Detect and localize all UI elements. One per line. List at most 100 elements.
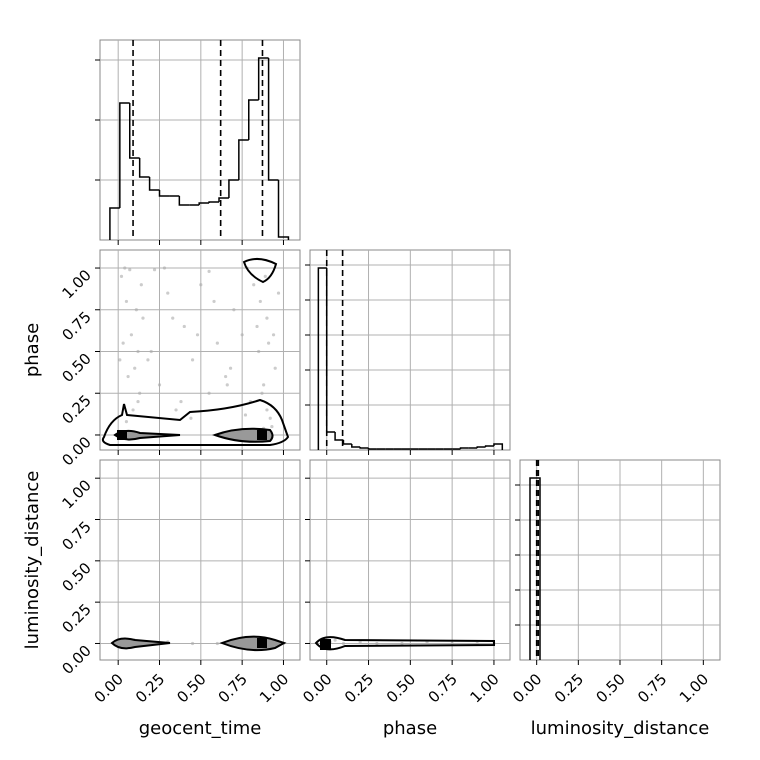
scatter-point xyxy=(375,641,379,646)
scatter-point xyxy=(270,425,274,429)
y-tick-label: 0.00 xyxy=(58,642,94,678)
mark-layer xyxy=(109,40,541,660)
x-tick-label: 0.00 xyxy=(509,670,545,706)
histogram-bin xyxy=(342,440,352,445)
scatter-point xyxy=(266,341,271,345)
scatter-point xyxy=(199,283,203,287)
contour xyxy=(242,258,278,284)
x-tick-label: 0.25 xyxy=(341,670,377,706)
contour xyxy=(219,635,287,652)
scatter-point xyxy=(131,408,135,412)
x-tick-label: 1.00 xyxy=(466,670,502,706)
scatter-point xyxy=(126,374,130,379)
scatter-point xyxy=(171,316,175,320)
scatter-point xyxy=(134,308,138,312)
scatter-point xyxy=(224,374,228,379)
histogram-bin xyxy=(158,190,170,197)
histogram-bin xyxy=(178,196,190,206)
histogram-bin xyxy=(148,177,160,191)
scatter-point xyxy=(207,269,211,273)
scatter-point xyxy=(133,366,137,370)
scatter-point xyxy=(136,399,140,404)
scatter-point xyxy=(166,291,170,295)
x-tick-label: 0.75 xyxy=(634,670,670,706)
scatter-point xyxy=(276,291,281,295)
scatter-point xyxy=(265,316,269,320)
y-axis-label: phase xyxy=(22,323,43,377)
histogram-bin xyxy=(367,448,377,450)
x-axis-label: luminosity_distance xyxy=(531,718,710,739)
histogram-bin xyxy=(334,432,344,441)
histogram-bin xyxy=(228,179,239,198)
histogram-bin xyxy=(129,103,140,159)
histogram-bin xyxy=(119,102,130,208)
x-tick-label: 0.50 xyxy=(173,670,209,706)
scatter-point xyxy=(341,641,346,646)
scatter-point xyxy=(190,358,195,362)
x-tick-label: 0.50 xyxy=(383,670,419,706)
scatter-point xyxy=(174,408,178,412)
contour xyxy=(101,398,290,446)
histogram-bin xyxy=(459,447,469,449)
y-tick-label: 0.25 xyxy=(58,600,94,636)
scatter-point xyxy=(215,641,219,646)
x-tick-label: 0.50 xyxy=(592,670,628,706)
scatter-point xyxy=(123,266,127,270)
scatter-point xyxy=(138,391,142,395)
histogram-bin xyxy=(208,201,220,203)
scatter-point xyxy=(243,413,248,417)
scatter-point xyxy=(273,366,277,370)
x-tick-label: 0.25 xyxy=(551,670,587,706)
y-tick-label: 0.50 xyxy=(58,559,94,595)
x-tick-label: 0.00 xyxy=(91,670,127,706)
axes-frame xyxy=(99,459,301,661)
scatter-point xyxy=(195,333,200,337)
y-tick-label: 0.75 xyxy=(58,308,94,344)
histogram-bin xyxy=(529,477,541,660)
histogram-bin xyxy=(218,197,229,202)
scatter-point xyxy=(255,324,259,329)
scatter-point xyxy=(182,324,186,329)
contour xyxy=(110,637,171,650)
scatter-point xyxy=(271,333,276,337)
histogram-bin xyxy=(484,445,494,447)
scatter-point xyxy=(225,383,229,387)
axes-frame xyxy=(99,249,301,451)
scatter-point xyxy=(179,399,183,404)
histogram-bin xyxy=(317,267,327,450)
scatter-point xyxy=(333,638,337,642)
scatter-point xyxy=(129,333,134,337)
y-tick-label: 0.75 xyxy=(58,518,94,554)
histogram-bin xyxy=(198,202,210,205)
y-tick-label: 0.25 xyxy=(58,391,94,427)
histogram-bin xyxy=(248,99,259,140)
histogram-bin xyxy=(109,207,120,240)
scatter-point xyxy=(262,383,266,387)
y-axis-label: luminosity_distance xyxy=(22,471,43,650)
x-tick-label: 0.75 xyxy=(215,670,251,706)
contour-core xyxy=(257,430,267,440)
histogram-bin xyxy=(257,57,269,100)
scatter-point xyxy=(157,383,162,387)
contour-core xyxy=(117,430,127,440)
scatter-point xyxy=(190,641,195,646)
scatter-point xyxy=(263,274,267,278)
scatter-point xyxy=(189,416,193,420)
scatter-point xyxy=(450,641,454,646)
scatter-point xyxy=(268,416,272,420)
scatter-point xyxy=(124,420,129,424)
x-tick-label: 1.00 xyxy=(256,670,292,706)
histogram-bin xyxy=(476,446,486,448)
x-tick-label: 0.25 xyxy=(132,670,168,706)
contours xyxy=(101,258,495,652)
scatter-point xyxy=(128,268,132,272)
histogram-bin xyxy=(493,443,504,450)
scatter-point xyxy=(215,341,219,345)
scatter-point xyxy=(260,391,264,395)
x-tick-label: 1.00 xyxy=(676,670,712,706)
x-tick-label: 0.75 xyxy=(425,670,461,706)
scatter-point xyxy=(152,268,157,272)
scatter-point xyxy=(212,299,216,304)
x-tick-label: 0.00 xyxy=(299,670,335,706)
